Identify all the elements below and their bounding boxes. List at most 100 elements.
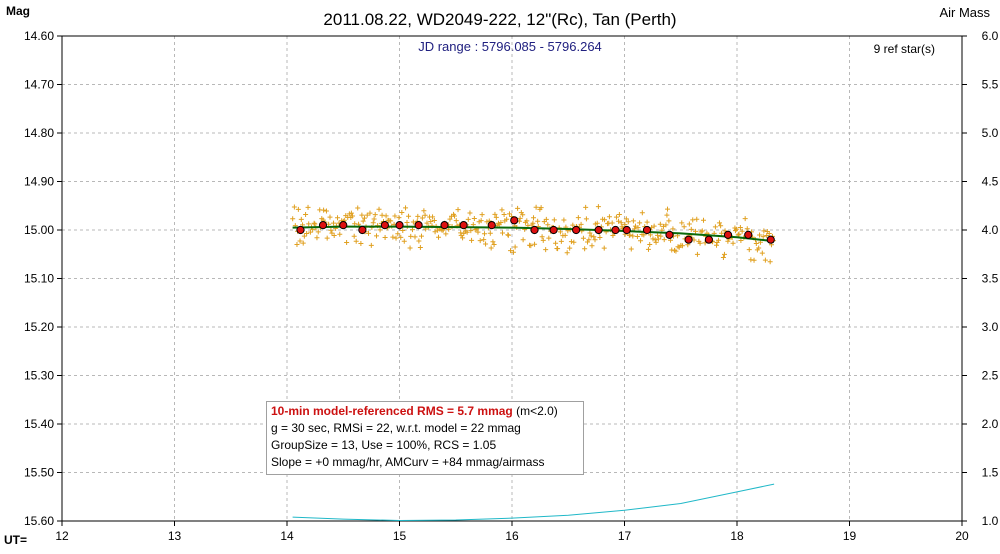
individual-point xyxy=(300,240,306,246)
binned-point xyxy=(510,216,519,225)
individual-point xyxy=(738,237,744,243)
individual-point xyxy=(597,234,603,240)
individual-point xyxy=(464,229,470,235)
y-tick-label-left: 15.00 xyxy=(24,223,54,237)
individual-point xyxy=(311,220,317,226)
y-tick-label-right: 5.5 xyxy=(982,78,999,92)
individual-point xyxy=(395,231,401,237)
individual-point xyxy=(303,211,309,217)
individual-point xyxy=(400,228,406,234)
individual-point xyxy=(301,233,307,239)
individual-point xyxy=(635,225,641,231)
individual-point xyxy=(481,237,487,243)
individual-point xyxy=(421,208,427,214)
individual-point xyxy=(591,234,597,240)
individual-point xyxy=(323,208,329,214)
stats-rms-line: 10-min model-referenced RMS = 5.7 mmag (… xyxy=(271,403,583,420)
individual-point xyxy=(586,237,592,243)
individual-point xyxy=(602,217,608,223)
individual-point xyxy=(377,227,383,233)
y-tick-label-left: 15.40 xyxy=(24,417,54,431)
y-tick-label-right: 4.0 xyxy=(982,223,999,237)
individual-point xyxy=(652,237,658,243)
individual-point xyxy=(653,239,659,245)
individual-point xyxy=(512,244,518,250)
individual-point xyxy=(307,229,313,235)
individual-point xyxy=(331,232,337,238)
y-tick-label-left: 15.50 xyxy=(24,466,54,480)
y-tick-label-right: 1.5 xyxy=(982,466,999,480)
individual-point xyxy=(520,237,526,243)
binned-point xyxy=(530,225,539,235)
individual-point xyxy=(578,221,584,227)
individual-point xyxy=(392,213,398,219)
individual-point xyxy=(478,218,484,224)
individual-point xyxy=(693,228,699,234)
y-tick-label-right: 1.0 xyxy=(982,514,999,528)
individual-point xyxy=(475,229,481,235)
individual-point xyxy=(697,240,703,246)
x-tick-label: 18 xyxy=(730,529,744,543)
individual-point xyxy=(736,231,742,237)
individual-point xyxy=(493,214,499,220)
individual-point xyxy=(664,212,670,218)
x-tick-label: 12 xyxy=(55,529,69,543)
individual-point xyxy=(665,206,671,212)
individual-point xyxy=(760,234,766,240)
individual-point xyxy=(756,245,762,251)
individual-point xyxy=(690,217,696,223)
individual-point xyxy=(530,220,536,226)
individual-point xyxy=(295,206,301,212)
binned-point xyxy=(704,235,713,244)
individual-point xyxy=(601,245,607,251)
individual-point xyxy=(382,234,388,240)
binned-point xyxy=(684,235,693,244)
individual-point xyxy=(757,232,763,238)
individual-point xyxy=(409,227,415,233)
individual-point xyxy=(746,247,752,253)
individual-point xyxy=(366,230,372,236)
binned-point xyxy=(642,225,652,235)
binned-point xyxy=(572,225,581,235)
individual-point xyxy=(351,233,357,239)
y-tick-label-left: 14.60 xyxy=(24,29,54,43)
individual-point xyxy=(575,215,581,221)
individual-point xyxy=(508,248,514,254)
individual-point xyxy=(487,230,493,236)
individual-point xyxy=(291,204,297,210)
individual-point xyxy=(679,220,685,226)
individual-point xyxy=(694,251,700,257)
individual-point xyxy=(471,215,477,221)
individual-point xyxy=(716,237,722,243)
x-axis-ticks: 12 13 14 15 16 17 18 19 20 xyxy=(55,521,969,543)
individual-point xyxy=(329,230,335,236)
individual-point xyxy=(645,246,651,252)
individual-point xyxy=(431,218,437,224)
individual-point xyxy=(719,230,725,236)
y-tick-label-right: 2.0 xyxy=(982,417,999,431)
individual-point xyxy=(627,232,633,238)
individual-point xyxy=(350,213,356,219)
individual-point xyxy=(367,210,373,216)
individual-point xyxy=(567,245,573,251)
x-tick-label: 15 xyxy=(393,529,407,543)
individual-point xyxy=(452,213,458,219)
x-tick-label: 20 xyxy=(955,529,969,543)
individual-point xyxy=(528,243,534,249)
individual-point xyxy=(383,213,389,219)
individual-point xyxy=(634,233,640,239)
individual-point xyxy=(688,226,694,232)
individual-point xyxy=(744,226,750,232)
individual-point xyxy=(314,235,320,241)
x-tick-label: 14 xyxy=(280,529,294,543)
individual-point xyxy=(298,216,304,222)
binned-point xyxy=(440,221,449,230)
individual-point xyxy=(647,241,653,247)
individual-point xyxy=(359,212,365,218)
individual-point xyxy=(470,222,476,228)
individual-point xyxy=(589,243,595,249)
individual-point xyxy=(632,223,638,229)
individual-point xyxy=(393,235,399,241)
individual-point xyxy=(699,228,705,234)
individual-point xyxy=(297,238,303,244)
